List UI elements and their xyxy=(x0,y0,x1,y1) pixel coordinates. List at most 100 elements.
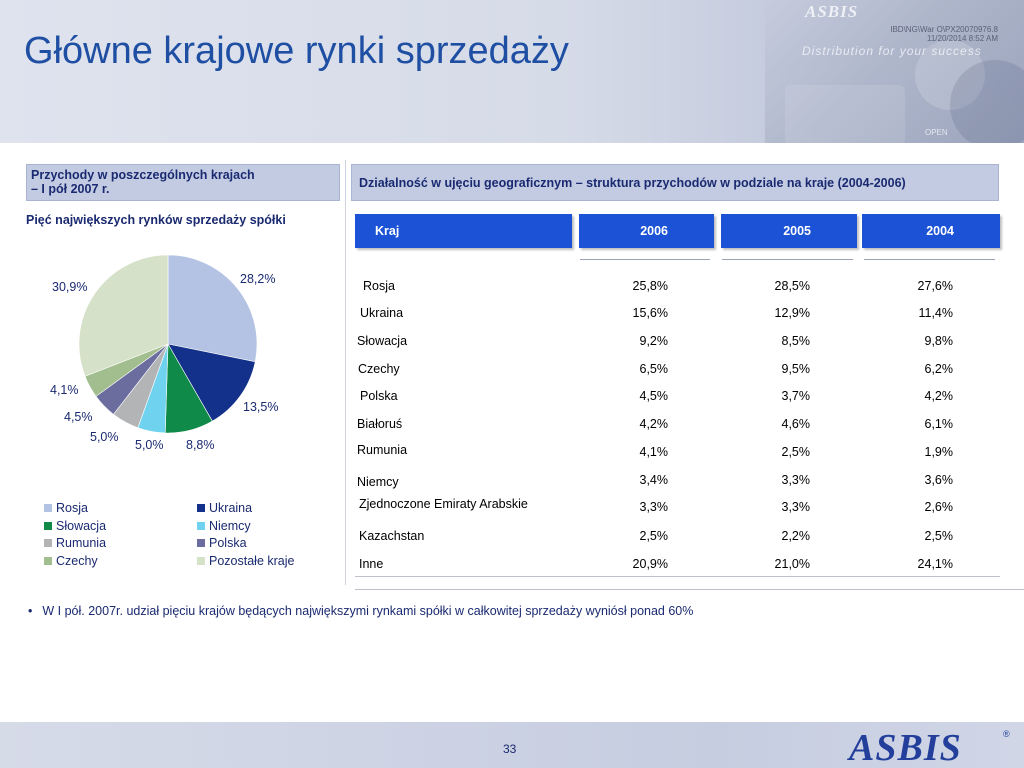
country-cell: Niemcy xyxy=(357,475,399,489)
watermark-tagline: Distribution for your success xyxy=(802,44,982,58)
value-cell-2006: 2,5% xyxy=(639,529,669,543)
legend-label: Polska xyxy=(209,536,247,550)
legend-swatch xyxy=(44,539,52,547)
asbis-logo: ASBIS xyxy=(849,727,962,768)
document-id: IBD\NG\War O\PX20070976.8 11/20/2014 8:5… xyxy=(890,25,998,43)
watermark-logo: ASBIS xyxy=(805,2,859,21)
document-id-date: 11/20/2014 8:52 AM xyxy=(926,34,998,43)
value-cell-2004: 24,1% xyxy=(917,557,953,571)
left-panel-header-line1: Przychody w poszczególnych krajach xyxy=(31,168,255,182)
value-cell-2005: 8,5% xyxy=(781,334,811,348)
country-cell: Rosja xyxy=(363,279,395,293)
column-header-kraj: Kraj xyxy=(355,214,572,248)
value-cell-2005: 2,2% xyxy=(781,529,811,543)
value-cell-2005: 3,3% xyxy=(781,473,811,487)
page-number: 33 xyxy=(503,742,517,756)
slide-header: ASBIS Distribution for your success OPEN… xyxy=(0,0,1024,143)
left-panel-header: Przychody w poszczególnych krajach – I p… xyxy=(26,164,340,201)
country-cell: Słowacja xyxy=(357,334,408,348)
document-id-line1: IBD\NG\War O\PX20070976.8 xyxy=(890,25,998,34)
legend-item: Rumunia xyxy=(44,536,106,550)
value-cell-2004: 27,6% xyxy=(917,279,953,293)
legend-label: Rumunia xyxy=(56,536,107,550)
header-underline xyxy=(722,259,853,260)
legend-label: Pozostałe kraje xyxy=(209,553,295,568)
bullet-dot: • xyxy=(28,604,33,618)
header-photo xyxy=(765,0,1024,143)
legend-swatch xyxy=(44,521,52,530)
value-cell-2004: 2,5% xyxy=(924,529,954,543)
legend-swatch xyxy=(197,504,205,512)
value-cell-2006: 25,8% xyxy=(632,279,668,293)
value-cell-2006: 3,4% xyxy=(639,473,669,487)
value-cell-2005: 9,5% xyxy=(781,362,811,376)
legend-item: Niemcy xyxy=(197,519,251,533)
legend-swatch xyxy=(197,539,205,547)
country-cell: Czechy xyxy=(358,362,400,376)
country-cell: Zjednoczone Emiraty Arabskie xyxy=(359,497,528,511)
header-underline xyxy=(864,259,995,260)
legend-item: Ukraina xyxy=(197,501,252,515)
value-cell-2006: 15,6% xyxy=(632,306,668,320)
value-cell-2004: 1,9% xyxy=(924,445,954,459)
value-cell-2004: 9,8% xyxy=(924,334,954,348)
pie-data-label: 13,5% xyxy=(243,400,279,414)
legend-item: Czechy xyxy=(44,554,98,568)
pie-slice-pozostałe-kraje xyxy=(78,254,169,377)
value-cell-2005: 2,5% xyxy=(781,445,811,459)
value-cell-2005: 21,0% xyxy=(774,557,810,571)
legend-label: Czechy xyxy=(56,553,98,568)
value-cell-2004: 3,6% xyxy=(924,473,954,487)
left-panel-subtitle: Pięć największych rynków sprzedaży spółk… xyxy=(26,213,286,227)
legend-item: Pozostałe kraje xyxy=(197,554,294,568)
watermark-open: OPEN xyxy=(925,128,948,137)
pie-data-label: 5,0% xyxy=(135,438,164,452)
table-bottom-rule xyxy=(355,589,1024,590)
value-cell-2005: 3,7% xyxy=(781,389,811,403)
value-cell-2006: 9,2% xyxy=(639,334,669,348)
value-cell-2005: 3,3% xyxy=(781,500,811,514)
left-panel-header-line2: – I pół 2007 r. xyxy=(31,182,110,196)
value-cell-2006: 6,5% xyxy=(639,362,669,376)
value-cell-2005: 4,6% xyxy=(781,417,811,431)
value-cell-2004: 4,2% xyxy=(924,389,954,403)
value-cell-2004: 11,4% xyxy=(918,306,953,320)
pie-slice-ukraina xyxy=(167,343,256,422)
value-cell-2005: 12,9% xyxy=(774,306,810,320)
value-cell-2006: 20,9% xyxy=(632,557,668,571)
value-cell-2006: 3,3% xyxy=(639,500,669,514)
pie-chart-svg xyxy=(78,254,258,434)
header-underline xyxy=(580,259,710,260)
right-panel-header: Działalność w ujęciu geograficznym – str… xyxy=(351,164,999,201)
pie-data-label: 5,0% xyxy=(90,430,119,444)
legend-label: Rosja xyxy=(56,501,88,515)
table-bottom-rule xyxy=(355,576,1000,577)
country-cell: Ukraina xyxy=(360,306,404,320)
pie-chart: 28,2% 13,5% 8,8% 5,0% 5,0% 4,5% 4,1% 30,9% xyxy=(30,240,330,470)
legend-item: Rosja xyxy=(44,501,88,515)
country-cell: Rumunia xyxy=(357,443,408,457)
legend-label: Niemcy xyxy=(209,518,251,533)
legend-label: Ukraina xyxy=(209,501,253,515)
value-cell-2004: 6,1% xyxy=(924,417,954,431)
pie-data-label: 30,9% xyxy=(52,280,88,294)
legend-swatch xyxy=(44,504,52,512)
value-cell-2005: 28,5% xyxy=(774,279,810,293)
country-cell: Kazachstan xyxy=(359,529,425,543)
legend-swatch xyxy=(197,521,205,530)
pie-data-label: 8,8% xyxy=(186,438,215,452)
pie-data-label: 4,1% xyxy=(50,383,79,397)
value-cell-2004: 6,2% xyxy=(924,362,954,376)
legend-label: Słowacja xyxy=(56,518,107,533)
value-cell-2004: 2,6% xyxy=(924,500,954,514)
legend-swatch xyxy=(197,556,205,565)
value-cell-2006: 4,5% xyxy=(639,389,669,403)
country-cell: Białoruś xyxy=(357,417,403,431)
page-title: Główne krajowe rynki sprzedaży xyxy=(24,30,569,72)
column-header-2004: 2004 xyxy=(862,214,1000,248)
pie-data-label: 4,5% xyxy=(64,410,93,424)
legend-swatch xyxy=(44,556,52,565)
bullet-text: W I pół. 2007r. udział pięciu krajów będ… xyxy=(42,604,694,618)
slide-footer xyxy=(0,722,1024,768)
value-cell-2006: 4,2% xyxy=(639,417,669,431)
